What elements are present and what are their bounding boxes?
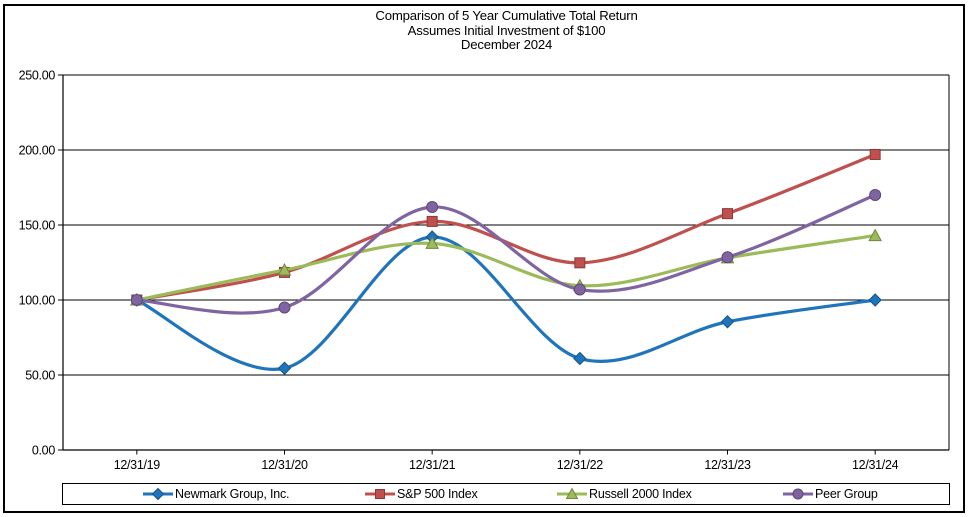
legend-item-peer-group: Peer Group — [783, 487, 878, 501]
x-axis-label: 12/31/24 — [852, 458, 899, 472]
y-axis-label: 200.00 — [19, 144, 56, 158]
legend-marker-square-icon — [365, 489, 395, 499]
series-line-russell-2000-index — [135, 234, 877, 302]
legend-marker-triangle-icon — [557, 487, 587, 499]
legend-item-s-p-500-index: S&P 500 Index — [365, 487, 478, 501]
data-point-marker-peer-group — [573, 283, 586, 296]
legend-marker-diamond-icon — [143, 487, 173, 501]
series-line-peer-group — [135, 193, 877, 315]
data-point-marker-russell-2000-index — [425, 236, 440, 249]
data-point-marker-russell-2000-index — [277, 263, 292, 276]
x-axis-label: 12/31/20 — [261, 458, 308, 472]
data-point-marker-s-p-500-index — [574, 257, 586, 269]
data-point-marker-peer-group — [278, 301, 291, 314]
data-point-marker-s-p-500-index — [426, 215, 438, 227]
legend: Newmark Group, Inc. S&P 500 Index Russell … — [62, 483, 950, 505]
y-axis-label: 50.00 — [25, 369, 55, 383]
data-point-marker-peer-group — [426, 201, 439, 213]
x-axis-label: 12/31/22 — [557, 458, 604, 472]
legend-label: Newmark Group, Inc. — [175, 487, 290, 501]
y-axis-label: 100.00 — [19, 294, 56, 308]
y-axis-label: 0.00 — [32, 444, 55, 458]
data-point-marker-newmark-group-inc — [573, 351, 587, 366]
data-point-marker-peer-group — [869, 189, 882, 201]
legend-item-newmark-group-inc: Newmark Group, Inc. — [143, 487, 289, 501]
chart-title-line-1: Comparison of 5 Year Cumulative Total Re… — [375, 8, 638, 23]
data-point-marker-russell-2000-index — [868, 228, 883, 242]
chart-title: Comparison of 5 Year Cumulative Total Re… — [63, 8, 950, 53]
legend-label: Russell 2000 Index — [589, 487, 692, 501]
legend-marker-circle-icon — [783, 488, 813, 500]
legend-label: Peer Group — [815, 487, 878, 501]
data-point-marker-s-p-500-index — [722, 208, 733, 220]
x-axis-label: 12/31/19 — [114, 458, 161, 472]
chart-title-line-2: Assumes Initial Investment of $100 — [407, 22, 606, 38]
data-point-marker-peer-group — [721, 251, 734, 264]
legend-item-russell-2000-index: Russell 2000 Index — [557, 487, 692, 501]
x-axis-label: 12/31/21 — [409, 458, 456, 472]
x-axis-label: 12/31/23 — [704, 458, 751, 472]
series-line-newmark-group-inc — [135, 235, 877, 371]
data-point-marker-newmark-group-inc — [720, 315, 735, 329]
y-axis-label: 250.00 — [19, 69, 56, 83]
data-point-marker-newmark-group-inc — [277, 361, 292, 375]
data-point-marker-peer-group — [130, 294, 143, 306]
data-point-marker-s-p-500-index — [869, 148, 881, 160]
data-point-marker-newmark-group-inc — [868, 293, 882, 307]
legend-label: S&P 500 Index — [397, 487, 478, 501]
chart-title-line-3: December 2024 — [460, 37, 553, 53]
y-axis-label: 150.00 — [19, 219, 56, 233]
